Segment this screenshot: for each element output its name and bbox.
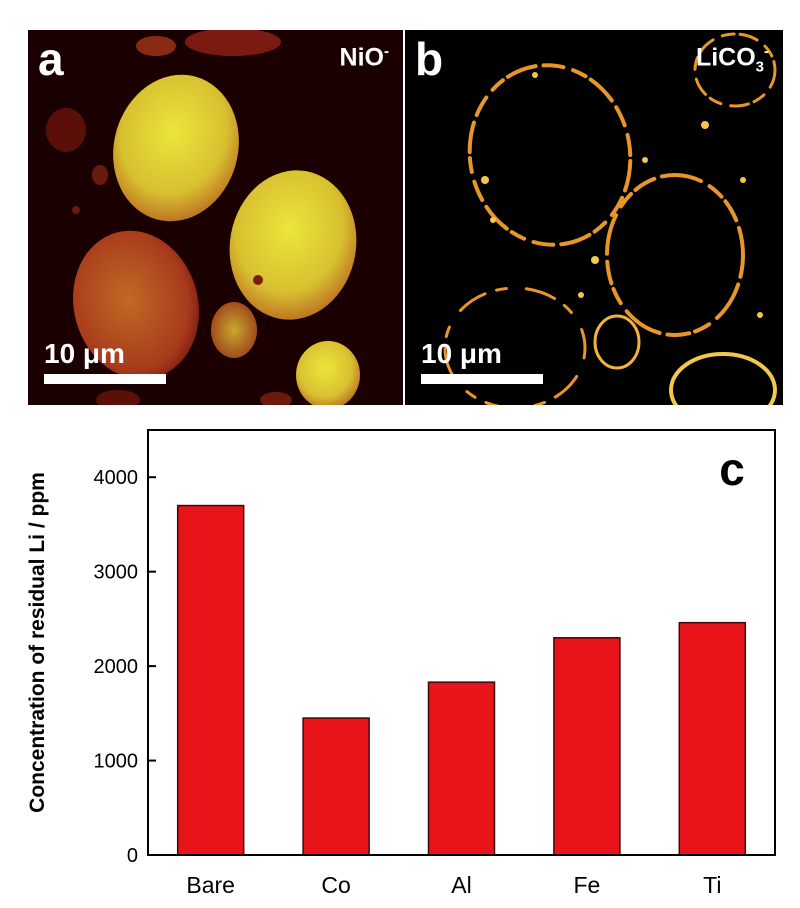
residual-li-bar-chart: Concentration of residual Li / ppm c 0 10…	[26, 429, 776, 898]
x-tick-label: Al	[451, 872, 471, 898]
panel-b-letter: b	[415, 33, 444, 85]
y-tick-label: 4000	[94, 467, 139, 489]
nio-particle-image	[28, 30, 403, 405]
y-tick-label: 3000	[94, 562, 139, 584]
x-tick-label: Bare	[186, 872, 235, 898]
nio-map-panel: a NiO- 10 μm	[28, 30, 403, 405]
panel-a-letter: a	[38, 33, 64, 85]
panel-c-letter: c	[719, 443, 745, 495]
x-tick-label: Co	[321, 872, 350, 898]
scale-bar-label-b: 10 μm	[421, 338, 502, 369]
scale-bar-label-a: 10 μm	[44, 338, 125, 369]
bar-al	[427, 681, 496, 856]
y-axis-label: Concentration of residual Li / ppm	[26, 472, 49, 813]
bars-group	[176, 504, 747, 856]
scale-bar-b	[421, 374, 543, 384]
x-ticks-group: Bare Co Al Fe Ti	[186, 872, 721, 898]
lico3-ion-label: LiCO3-	[695, 43, 769, 76]
y-tick-label: 1000	[94, 751, 139, 773]
scale-bar-a	[44, 374, 166, 384]
x-tick-label: Fe	[573, 872, 600, 898]
y-axis-label-group: Concentration of residual Li / ppm	[26, 472, 49, 813]
bar-ti	[678, 621, 747, 856]
bar-fe	[553, 637, 621, 856]
y-ticks-group: 0 1000 2000 3000 4000	[94, 467, 156, 867]
bar-bare	[176, 504, 245, 856]
nio-ion-label: NiO-	[339, 43, 389, 72]
y-tick-label: 0	[127, 845, 138, 867]
bar-co	[302, 717, 370, 856]
x-tick-label: Ti	[703, 872, 721, 898]
lico3-map-panel: b LiCO3- 10 μm	[405, 30, 783, 405]
lico3-particle-image	[405, 30, 783, 405]
y-tick-label: 2000	[94, 656, 139, 678]
plot-frame	[147, 429, 776, 856]
